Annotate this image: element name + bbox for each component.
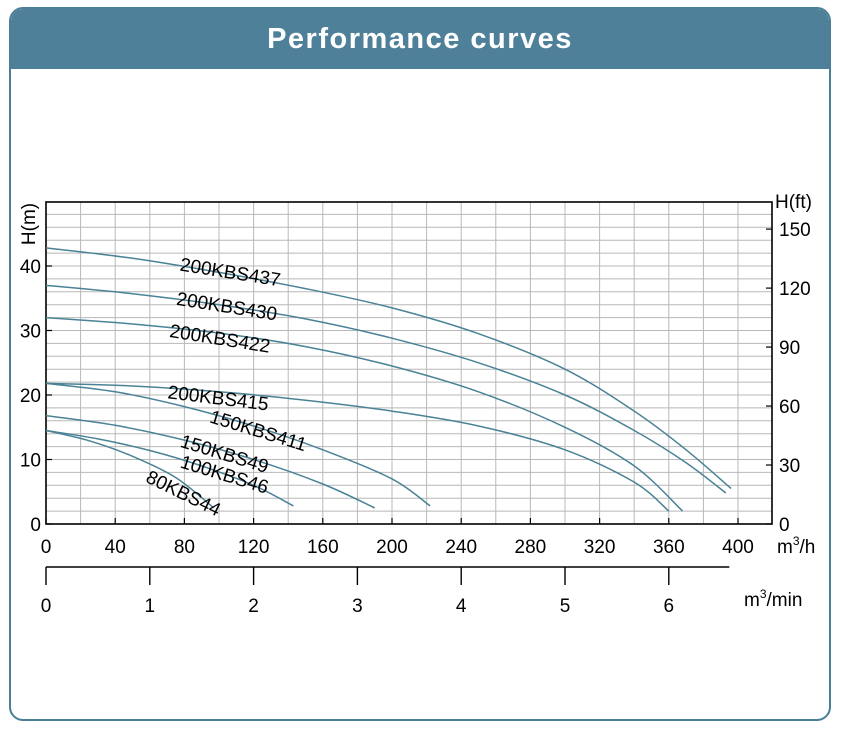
plot-frame <box>45 201 773 525</box>
x2-tick-label: 2 <box>248 596 259 617</box>
x2-tick-label: 4 <box>456 596 467 617</box>
curve-150kbs411 <box>45 382 431 507</box>
curve-80kbs44 <box>45 429 215 509</box>
x-tick-label: 80 <box>174 537 195 558</box>
x2-tick-label: 5 <box>560 596 571 617</box>
y2-tick-label: 30 <box>779 456 800 477</box>
x2-tick-label: 1 <box>145 596 156 617</box>
y-tick-label: 20 <box>20 386 41 407</box>
x-tick-label: 160 <box>307 537 339 558</box>
curve-labels-layer: 200KBS437200KBS430200KBS422200KBS415150K… <box>142 255 309 522</box>
x-tick-label: 40 <box>105 537 126 558</box>
x-tick-label: 360 <box>653 537 685 558</box>
y2-tick-label: 150 <box>779 220 811 241</box>
x-tick-label: 240 <box>445 537 477 558</box>
curve-label-200kbs430: 200KBS430 <box>175 289 278 326</box>
y2-tick-label: 60 <box>779 397 800 418</box>
curve-150kbs49 <box>45 414 376 509</box>
x-tick-label: 0 <box>41 537 52 558</box>
y-axis-label: H(m) <box>19 203 40 245</box>
y2-tick-label: 90 <box>779 338 800 359</box>
y-tick-label: 40 <box>20 257 41 278</box>
axes-layer: 0 40 80 120 160 200 240 280 320 360 400 m3/h0102030… <box>19 192 815 617</box>
y-tick-label: 0 <box>30 515 41 536</box>
x2-tick-label: 0 <box>41 596 52 617</box>
curves-layer <box>45 247 732 512</box>
curve-100kbs46 <box>45 429 294 507</box>
x-tick-label: 200 <box>376 537 408 558</box>
curve-label-200kbs437: 200KBS437 <box>178 255 281 292</box>
x2-tick-label: 6 <box>664 596 675 617</box>
curve-200kbs430 <box>45 284 727 494</box>
x2-axis-unit: m3/min <box>744 587 802 611</box>
x-tick-label: 320 <box>584 537 616 558</box>
x-axis-unit: m3/h <box>777 534 815 558</box>
panel-title: Performance curves <box>267 22 573 55</box>
curve-200kbs437 <box>45 247 732 490</box>
chart-panel: Performance curves <box>9 7 831 721</box>
y-tick-label: 10 <box>20 451 41 472</box>
y2-tick-label: 120 <box>779 279 811 300</box>
y2-tick-label: 0 <box>779 515 790 536</box>
y2-axis-label: H(ft) <box>775 192 812 213</box>
curve-label-200kbs422: 200KBS422 <box>168 321 271 358</box>
chart-grid <box>46 202 772 524</box>
panel-header: Performance curves <box>11 9 829 69</box>
curve-200kbs422 <box>45 316 684 512</box>
x-tick-label: 120 <box>238 537 270 558</box>
x2-tick-label: 3 <box>352 596 363 617</box>
x-tick-label: 280 <box>515 537 547 558</box>
x-tick-label: 400 <box>722 537 754 558</box>
curve-200kbs415 <box>45 382 670 512</box>
y-tick-label: 30 <box>20 322 41 343</box>
